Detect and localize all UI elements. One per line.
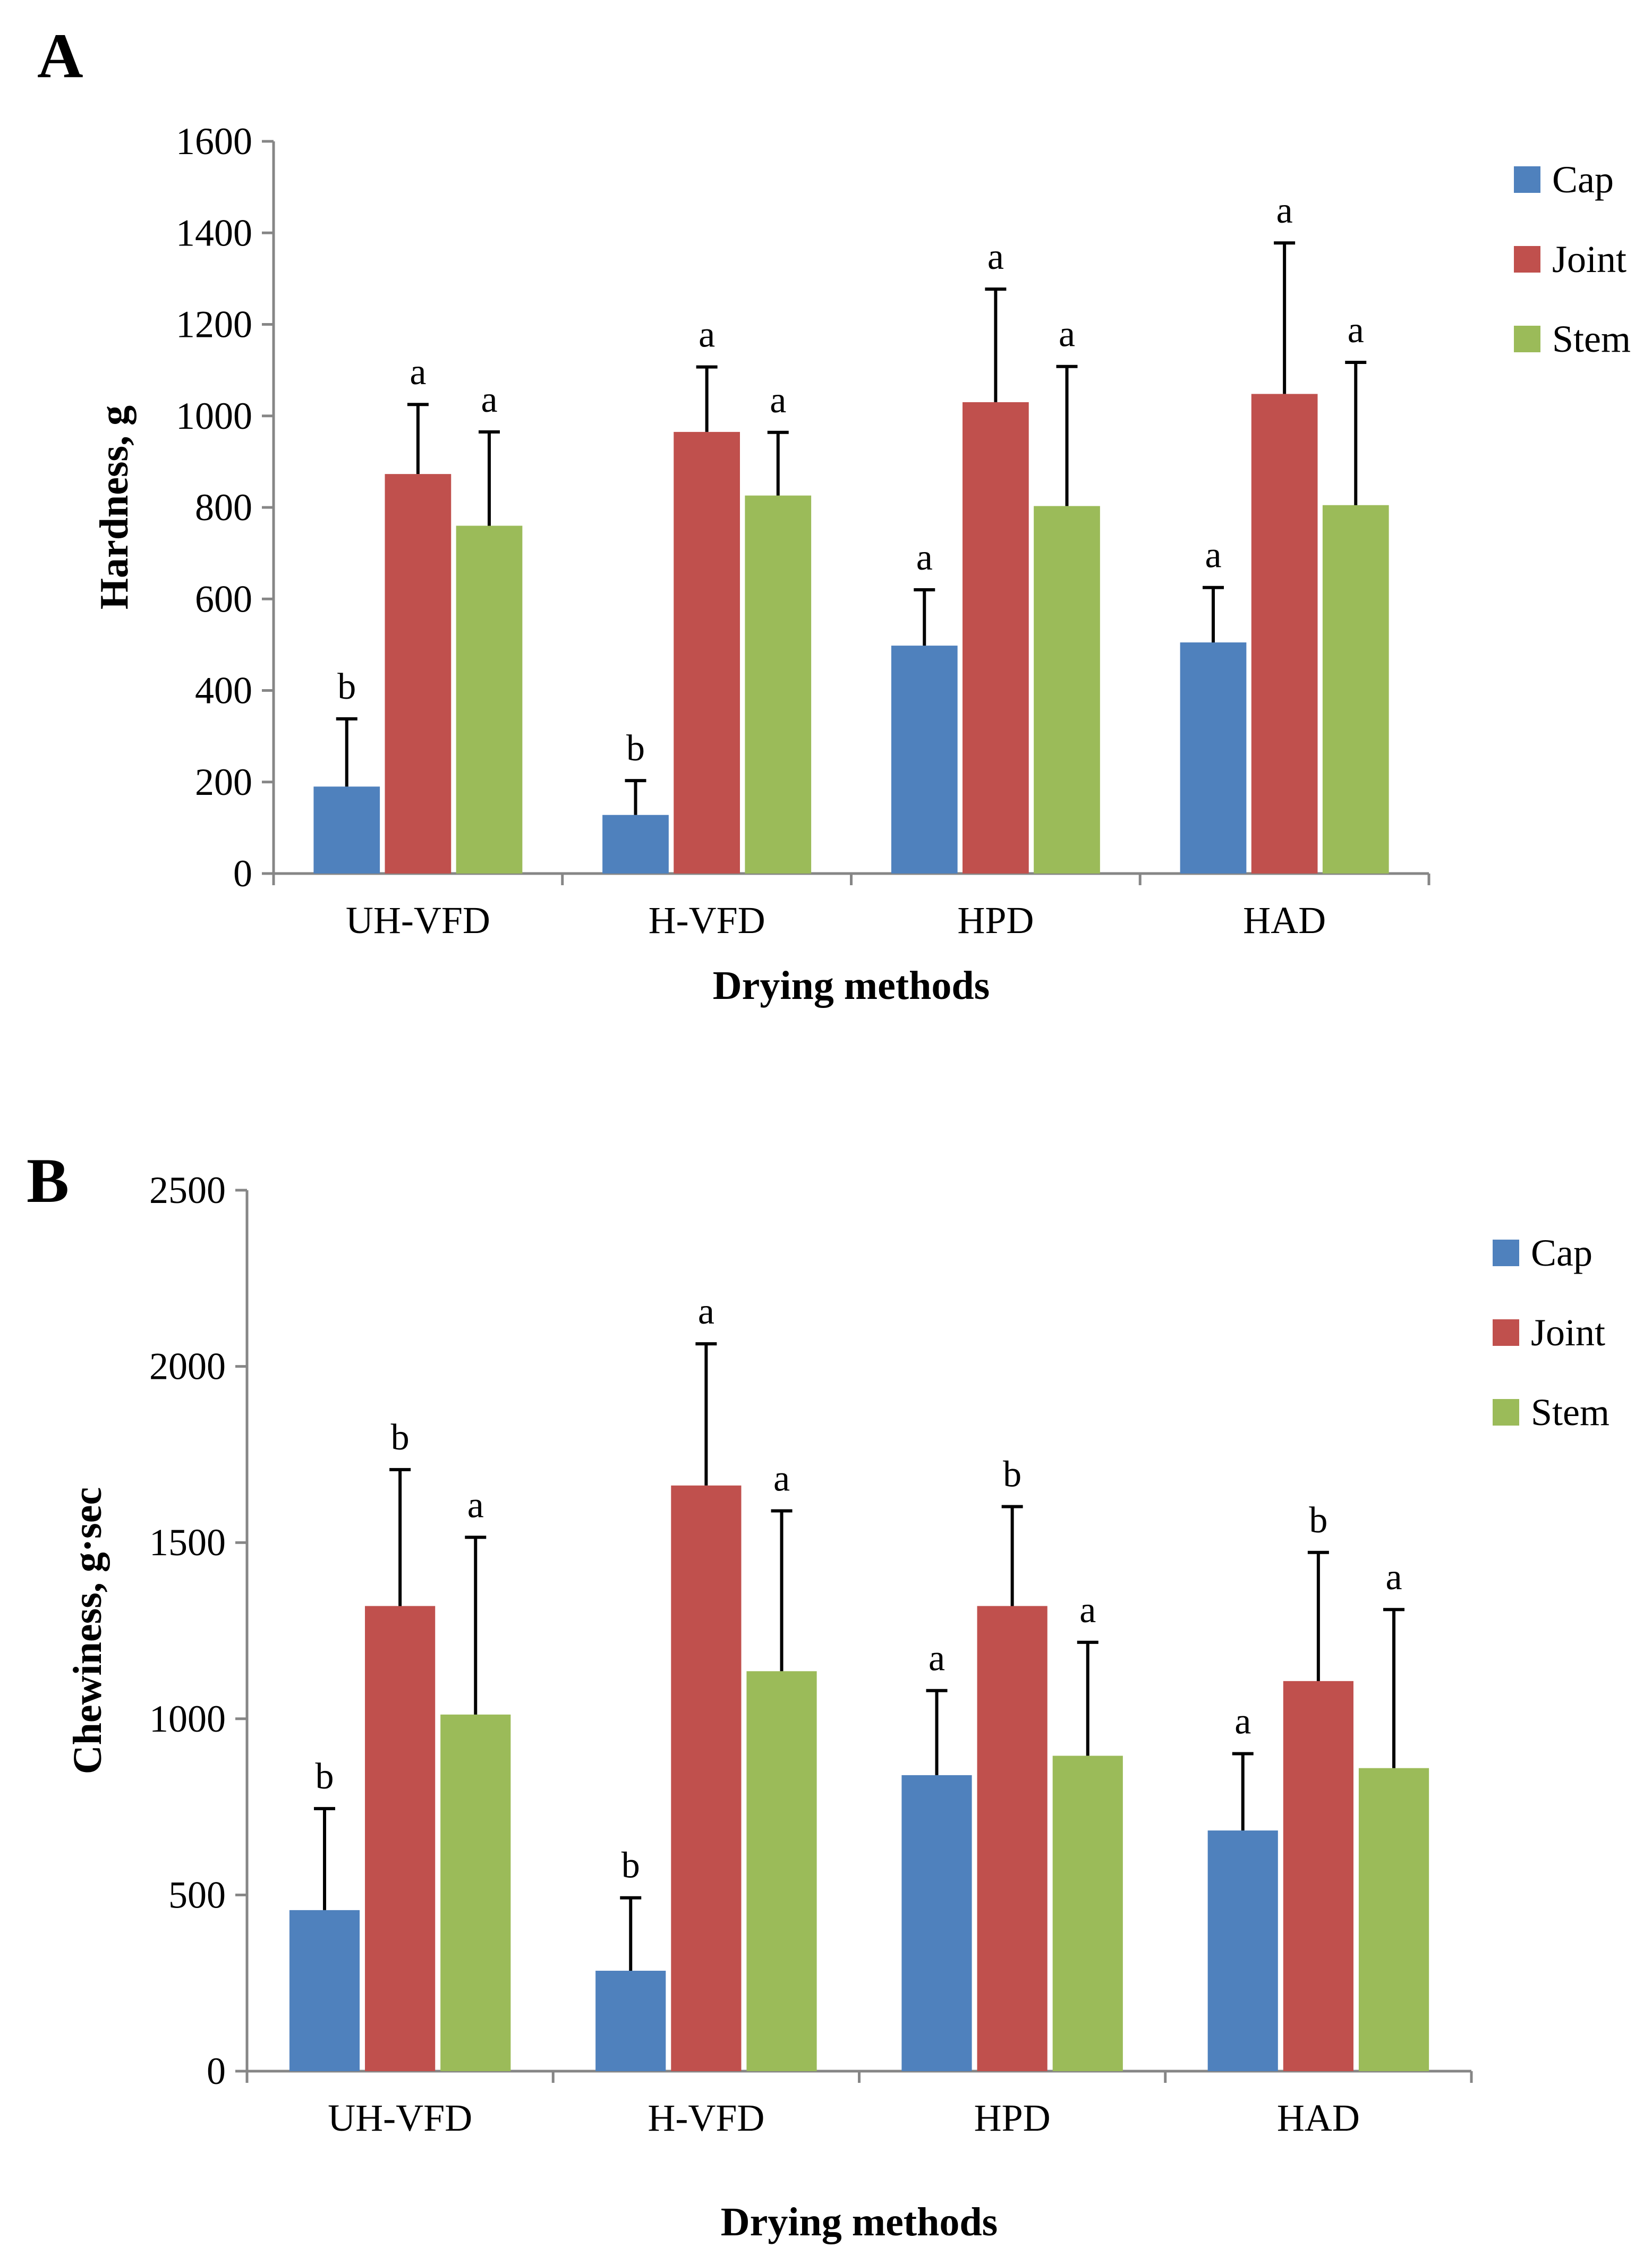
legend-label-cap: Cap [1531, 1232, 1593, 1274]
bar-joint [385, 474, 452, 874]
significance-label: a [1276, 190, 1293, 231]
x-category-label: UH-VFD [346, 899, 490, 942]
y-tick-label: 500 [168, 1873, 226, 1916]
hardness-chart: 0 200 400 600 800 1000 1200 1400 1600 UH-VFD H-VFD… [92, 120, 1631, 1008]
bar-joint [1251, 394, 1318, 874]
panel-letter-b: B [27, 1145, 70, 1216]
bar-cap [289, 1910, 360, 2071]
legend-label-stem: Stem [1552, 318, 1631, 360]
significance-label: a [699, 315, 715, 355]
legend-label-joint: Joint [1552, 238, 1627, 281]
x-category-label: HAD [1243, 899, 1326, 942]
y-tick-label: 2000 [149, 1345, 226, 1388]
x-axis-title: Drying methods [713, 963, 990, 1008]
x-category-label: HPD [974, 2097, 1051, 2139]
legend-swatch-stem [1493, 1399, 1519, 1426]
y-tick-label: 1000 [176, 395, 252, 437]
y-tick-label: 1500 [149, 1521, 226, 1564]
significance-label: a [467, 1485, 484, 1525]
y-axis-title: Chewiness, g·sec [65, 1487, 110, 1774]
significance-label: a [698, 1291, 714, 1332]
bar-stem [456, 525, 523, 874]
legend-label-cap: Cap [1552, 158, 1614, 201]
x-category-label: H-VFD [649, 899, 765, 942]
significance-label: b [1003, 1454, 1021, 1495]
significance-label: a [987, 236, 1004, 277]
legend-swatch-stem [1514, 326, 1540, 352]
significance-label: b [1309, 1500, 1327, 1541]
x-category-label: HAD [1277, 2097, 1360, 2139]
significance-label: a [770, 380, 786, 421]
y-tick-label: 400 [195, 669, 252, 712]
significance-label: a [929, 1638, 945, 1679]
significance-label: a [1079, 1590, 1096, 1631]
significance-label: b [315, 1756, 334, 1797]
y-tick-label: 800 [195, 486, 252, 529]
significance-label: a [1348, 310, 1364, 351]
bar-joint [977, 1606, 1048, 2071]
significance-label: a [410, 352, 426, 393]
panel-letter-a: A [37, 20, 83, 91]
chewiness-chart: 0 500 1000 1500 2000 2500 UH-VFD H-VFD HPD HAD b b a… [65, 1169, 1610, 2244]
x-axis-title: Drying methods [721, 2200, 998, 2244]
legend-label-joint: Joint [1531, 1311, 1605, 1354]
panel-b: B 0 500 1000 1500 2000 2500 UH-VFD H-VFD HPD HAD b… [0, 1128, 1652, 2255]
significance-label: b [391, 1417, 410, 1458]
bar-cap [1180, 642, 1247, 874]
legend-swatch-cap [1514, 166, 1540, 193]
significance-label: b [621, 1845, 640, 1886]
bar-stem [1052, 1756, 1123, 2071]
bar-cap [313, 786, 380, 874]
y-tick-label: 1600 [176, 120, 252, 163]
bar-stem [1034, 506, 1100, 874]
legend-swatch-joint [1514, 246, 1540, 273]
y-tick-label: 1200 [176, 303, 252, 346]
significance-label: a [481, 379, 497, 420]
legend-swatch-cap [1493, 1240, 1519, 1266]
significance-label: b [337, 666, 356, 707]
y-tick-label: 0 [207, 2050, 226, 2092]
bar-stem [1358, 1768, 1429, 2071]
bar-joint [365, 1606, 436, 2071]
bar-stem [746, 1671, 817, 2071]
significance-label: a [1059, 314, 1075, 355]
bar-stem [440, 1714, 511, 2071]
panel-a: A 0 200 400 600 800 1000 1200 1400 1600 UH-VFD H-V… [37, 20, 1631, 1008]
bar-cap [595, 1970, 666, 2071]
significance-label: b [626, 728, 645, 769]
bar-joint [1283, 1681, 1353, 2071]
bar-cap [901, 1775, 972, 2071]
y-tick-label: 200 [195, 761, 252, 803]
y-tick-label: 0 [233, 852, 252, 895]
bar-joint [671, 1485, 742, 2071]
significance-label: a [1205, 535, 1221, 576]
legend-swatch-joint [1493, 1319, 1519, 1346]
significance-label: a [1234, 1701, 1251, 1742]
significance-label: a [773, 1459, 790, 1499]
x-category-label: UH-VFD [328, 2097, 472, 2139]
bar-cap [602, 815, 669, 874]
bar-cap [1207, 1830, 1278, 2071]
bar-joint [963, 402, 1029, 874]
bar-joint [674, 431, 740, 874]
y-tick-label: 2500 [149, 1169, 226, 1211]
y-axis-title: Hardness, g [92, 405, 137, 609]
bar-stem [745, 495, 812, 874]
x-category-label: H-VFD [648, 2097, 764, 2139]
legend-label-stem: Stem [1531, 1391, 1610, 1434]
y-tick-label: 1400 [176, 211, 252, 254]
bar-cap [891, 646, 958, 874]
significance-label: a [916, 537, 933, 578]
bar-stem [1322, 505, 1389, 874]
significance-label: a [1385, 1557, 1402, 1598]
x-category-label: HPD [957, 899, 1034, 942]
y-tick-label: 1000 [149, 1698, 226, 1740]
y-tick-label: 600 [195, 578, 252, 620]
